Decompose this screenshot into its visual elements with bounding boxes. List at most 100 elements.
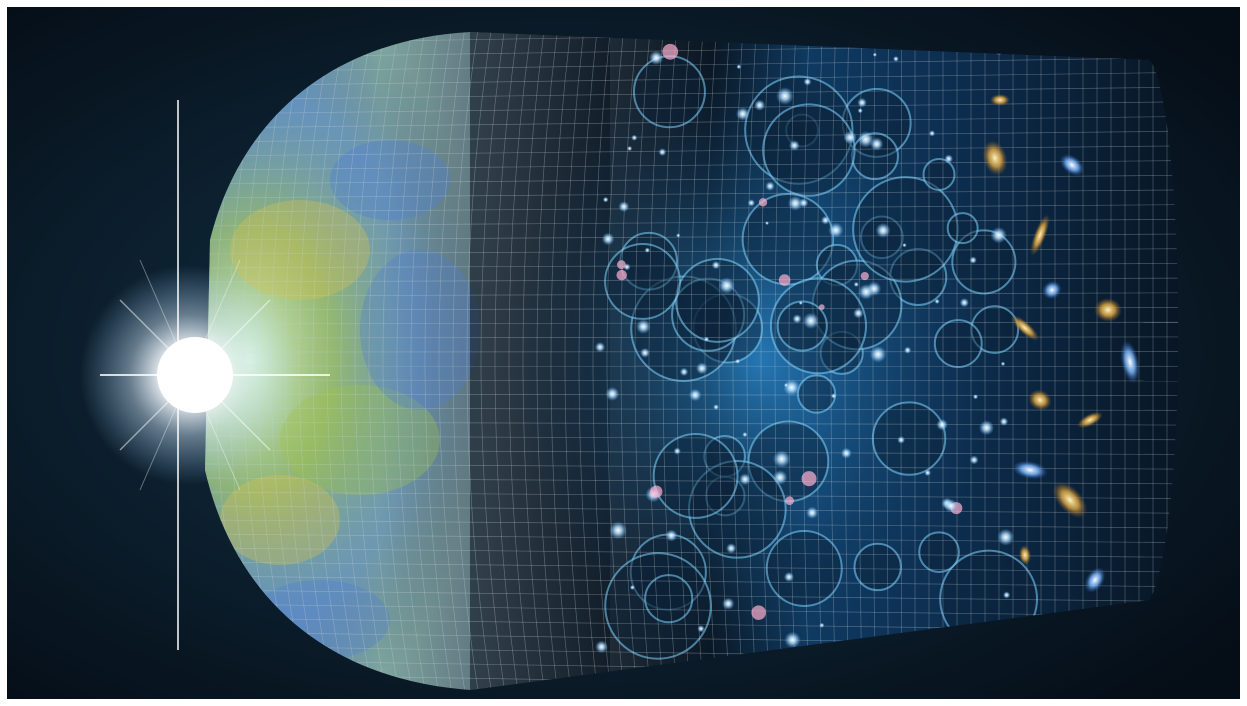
star (739, 473, 751, 486)
cmb-surface (205, 40, 530, 680)
star (772, 450, 791, 468)
grid-line (205, 116, 1179, 129)
grid-line (774, 32, 784, 690)
star (872, 52, 877, 57)
star (934, 298, 940, 304)
bubble (811, 259, 903, 351)
star (924, 469, 932, 477)
grid-line (298, 32, 335, 690)
star (688, 388, 702, 402)
bubble (604, 552, 712, 660)
grid-line (205, 233, 1179, 241)
star (673, 447, 681, 455)
bubble (796, 374, 837, 414)
grid-line (802, 32, 810, 690)
grid-line (205, 477, 1179, 485)
star (778, 274, 791, 286)
bubble (871, 401, 947, 476)
grid-line (340, 32, 375, 690)
grid-line (550, 32, 573, 690)
galaxies (982, 94, 1140, 593)
bubble (946, 212, 979, 245)
grid-line (382, 32, 414, 690)
star (605, 386, 620, 401)
grid-line (592, 32, 612, 690)
star (785, 496, 794, 506)
star (997, 528, 1015, 546)
grid-line (438, 32, 467, 690)
star (695, 362, 708, 375)
star (1000, 361, 1006, 367)
star (897, 436, 905, 444)
star (735, 107, 750, 121)
grid-line (480, 32, 507, 690)
grid-line (205, 307, 1179, 311)
galaxy (990, 94, 1010, 106)
galaxy (1018, 545, 1032, 565)
grid-line (205, 505, 1179, 514)
star (969, 256, 977, 264)
star (943, 498, 958, 513)
galaxy (1059, 153, 1085, 177)
star (665, 529, 678, 542)
bubble (853, 542, 902, 592)
grid-line (508, 32, 533, 690)
star (904, 346, 912, 354)
galaxy (1042, 280, 1062, 300)
universe-body (205, 32, 1179, 690)
star (818, 304, 825, 310)
star (869, 345, 887, 363)
grid-line (634, 32, 652, 690)
star (718, 277, 735, 294)
galaxy (1011, 315, 1039, 341)
grid-line (205, 174, 1179, 185)
star (758, 198, 768, 207)
star (751, 605, 766, 620)
star (784, 631, 801, 649)
star (676, 233, 681, 238)
star (703, 336, 710, 342)
star (713, 404, 719, 411)
star (618, 201, 630, 213)
grid-line (676, 32, 691, 690)
star (803, 77, 812, 86)
star (765, 181, 775, 191)
star (857, 97, 867, 108)
grid-line (900, 32, 903, 690)
star (857, 108, 863, 114)
grid-line (205, 603, 1179, 617)
star (830, 393, 837, 399)
star (594, 341, 606, 353)
grid-line (326, 32, 361, 690)
grid-line (205, 263, 1179, 269)
grid-line (205, 575, 1179, 588)
grid-line (410, 32, 441, 690)
star (978, 420, 995, 436)
galaxy (1052, 481, 1088, 519)
grid-line (886, 32, 889, 690)
grid-line (522, 32, 546, 690)
star-field (594, 43, 1015, 662)
grid-line (205, 533, 1179, 544)
star (644, 247, 651, 253)
star (595, 640, 608, 654)
grid-line (205, 57, 1179, 73)
grid-line (536, 32, 559, 690)
star (936, 418, 948, 431)
grid-line (746, 32, 757, 690)
star (776, 87, 794, 105)
grid-line (205, 145, 1179, 157)
galaxy (1084, 567, 1106, 593)
grid-line (494, 32, 520, 690)
bubble (819, 330, 864, 375)
star (858, 283, 875, 300)
star (783, 379, 800, 396)
star (640, 347, 650, 358)
star (601, 232, 615, 246)
star (853, 307, 864, 319)
star (875, 222, 891, 239)
grid-line (578, 32, 599, 690)
grid-line (844, 32, 850, 690)
